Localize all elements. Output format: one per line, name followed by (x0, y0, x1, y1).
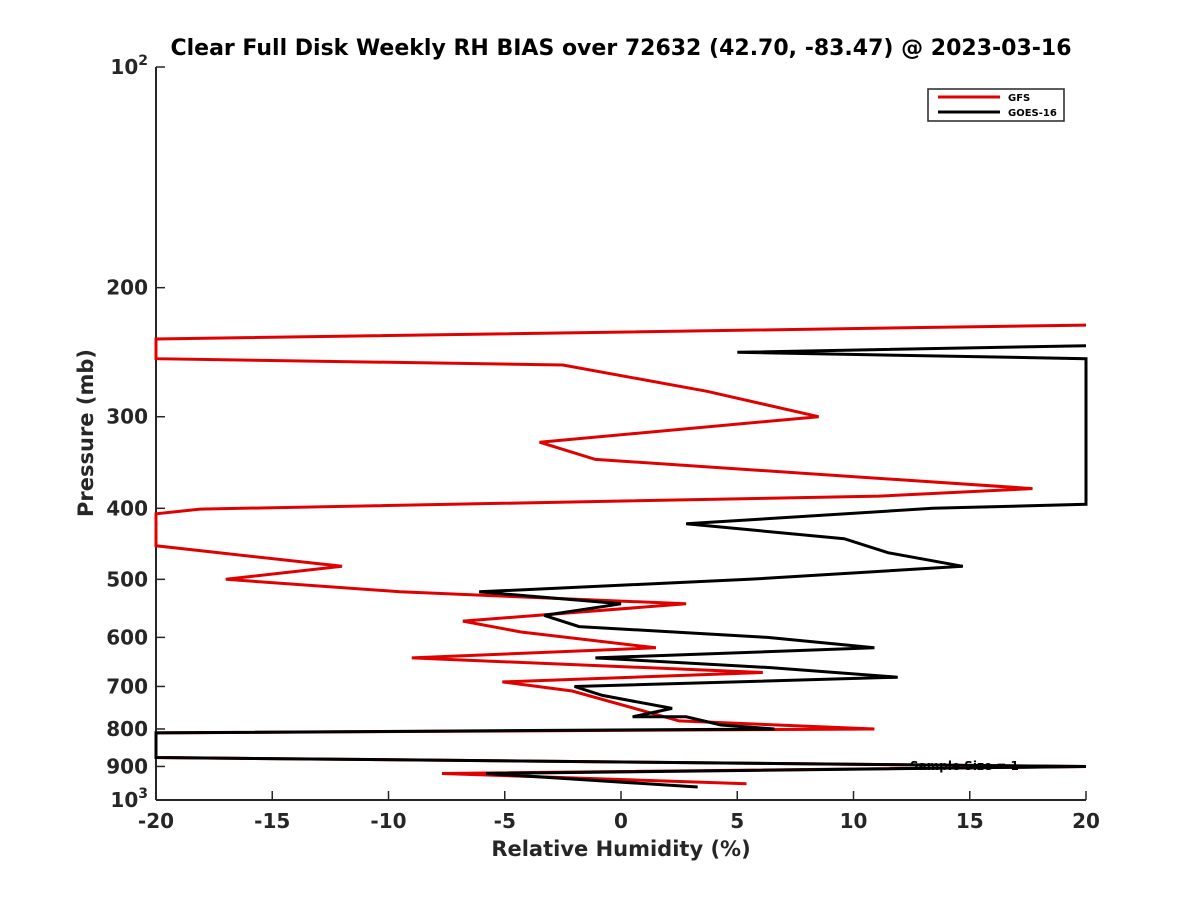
y-tick-label: 900 (106, 754, 148, 778)
x-tick-label: -20 (138, 809, 174, 833)
axes: -20 -15 -10 -5 0 5 10 15 20 102 200 300 400 500 600 700… (106, 53, 1100, 833)
y-tick-label: 600 (106, 625, 148, 649)
y-tick-label: 400 (106, 496, 148, 520)
x-tick-label: 20 (1072, 809, 1100, 833)
x-axis-label: Relative Humidity (%) (491, 837, 750, 861)
legend-box (927, 88, 1065, 122)
x-tick-label: -15 (254, 809, 290, 833)
x-tick-label: -5 (494, 809, 516, 833)
series-layer (154, 323, 1088, 789)
legend-label-goes16: GOES-16 (1008, 108, 1057, 119)
sample-size-annotation: Sample Size = 1 (910, 759, 1019, 773)
y-tick-label: 700 (106, 674, 148, 698)
x-tick-label: -10 (370, 809, 406, 833)
x-tick-label: 10 (840, 809, 868, 833)
series-line-gfs (154, 323, 1087, 786)
legend: GFS GOES-16 (927, 88, 1065, 122)
y-tick-label: 103 (110, 786, 148, 812)
y-tick-label: 102 (110, 53, 148, 79)
y-tick-label: 300 (106, 405, 148, 429)
y-tick-label: 800 (106, 717, 148, 741)
chart-title: Clear Full Disk Weekly RH BIAS over 7263… (170, 36, 1071, 61)
x-tick-label: 15 (956, 809, 984, 833)
y-tick-label: 500 (106, 567, 148, 591)
x-tick-label: 5 (730, 809, 744, 833)
legend-label-gfs: GFS (1008, 93, 1030, 104)
y-tick-label: 200 (106, 276, 148, 300)
series-line-goes16 (154, 344, 1088, 789)
y-axis-label: Pressure (mb) (74, 349, 98, 517)
x-tick-label: 0 (614, 809, 628, 833)
